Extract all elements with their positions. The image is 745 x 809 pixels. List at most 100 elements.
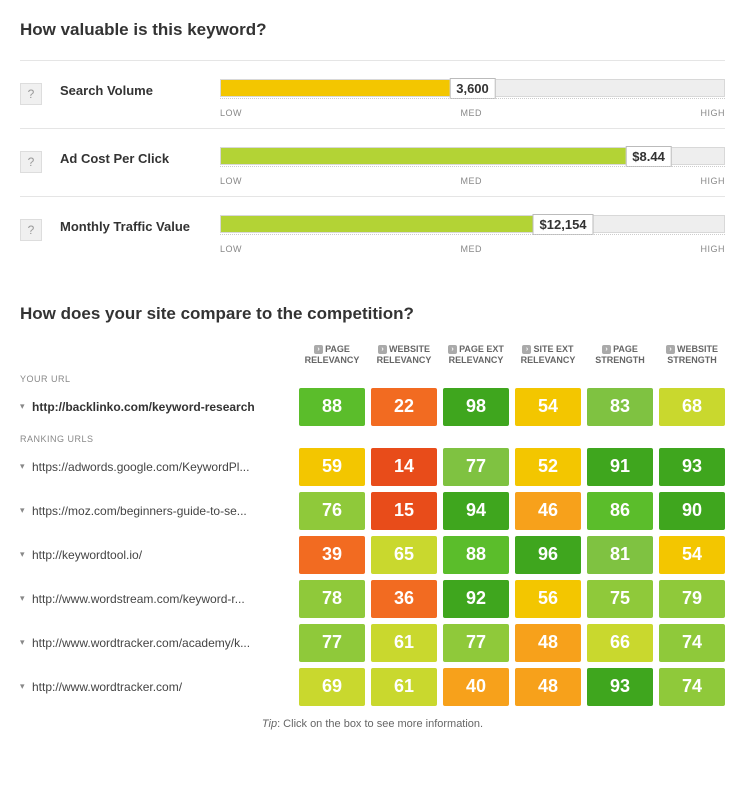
metric-bar: 3,600 — [220, 79, 725, 97]
expand-caret-icon[interactable]: ▾ — [20, 549, 32, 560]
score-box[interactable]: 75 — [587, 580, 653, 618]
metric-bar: $8.44 — [220, 147, 725, 165]
score-box[interactable]: 74 — [659, 668, 725, 706]
score-box[interactable]: 92 — [443, 580, 509, 618]
score-box[interactable]: 88 — [299, 388, 365, 426]
row-url[interactable]: http://www.wordtracker.com/ — [32, 680, 293, 694]
score-box[interactable]: 46 — [515, 492, 581, 530]
score-box[interactable]: 36 — [371, 580, 437, 618]
score-box[interactable]: 54 — [515, 388, 581, 426]
score-box[interactable]: 96 — [515, 536, 581, 574]
scale-high: HIGH — [700, 244, 725, 254]
score-box[interactable]: 69 — [299, 668, 365, 706]
comparison-row: ▾ https://adwords.google.com/KeywordPl..… — [20, 448, 725, 486]
score-box[interactable]: 68 — [659, 388, 725, 426]
score-box[interactable]: 40 — [443, 668, 509, 706]
score-box[interactable]: 77 — [299, 624, 365, 662]
expand-caret-icon[interactable]: ▾ — [20, 593, 32, 604]
expand-caret-icon[interactable]: ▾ — [20, 401, 32, 412]
comparison-row: ▾ http://www.wordstream.com/keyword-r...… — [20, 580, 725, 618]
metric-value: $8.44 — [625, 146, 672, 167]
your-url-label: YOUR URL — [20, 374, 725, 384]
column-header[interactable]: ›PAGERELEVANCY — [299, 344, 365, 366]
score-box[interactable]: 65 — [371, 536, 437, 574]
metric-label: Search Volume — [60, 79, 220, 98]
row-url[interactable]: https://moz.com/beginners-guide-to-se... — [32, 504, 293, 518]
tip-body: : Click on the box to see more informati… — [277, 718, 483, 730]
column-header[interactable]: ›WEBSITERELEVANCY — [371, 344, 437, 366]
score-box[interactable]: 83 — [587, 388, 653, 426]
metric-row: ? Search Volume 3,600 LOW MED HIGH — [20, 60, 725, 128]
comparison-header: ›PAGERELEVANCY ›WEBSITERELEVANCY ›PAGE EXT… — [20, 344, 725, 366]
scale-low: LOW — [220, 176, 242, 186]
column-header[interactable]: ›PAGESTRENGTH — [587, 344, 653, 366]
row-url[interactable]: http://www.wordstream.com/keyword-r... — [32, 592, 293, 606]
score-box[interactable]: 52 — [515, 448, 581, 486]
metric-value: 3,600 — [449, 78, 496, 99]
comparison-row: ▾ http://keywordtool.io/ 396588968154 — [20, 536, 725, 574]
help-icon[interactable]: ? — [20, 151, 42, 173]
score-box[interactable]: 91 — [587, 448, 653, 486]
row-url[interactable]: https://adwords.google.com/KeywordPl... — [32, 460, 293, 474]
expand-caret-icon[interactable]: ▾ — [20, 681, 32, 692]
score-box[interactable]: 39 — [299, 536, 365, 574]
scale-low: LOW — [220, 244, 242, 254]
column-header[interactable]: ›SITE EXTRELEVANCY — [515, 344, 581, 366]
scale-med: MED — [461, 176, 483, 186]
keyword-value-section: How valuable is this keyword? ? Search V… — [20, 20, 725, 264]
score-box[interactable]: 98 — [443, 388, 509, 426]
expand-caret-icon[interactable]: ▾ — [20, 461, 32, 472]
tip-text: Tip: Click on the box to see more inform… — [20, 718, 725, 730]
ranking-urls-label: RANKING URLS — [20, 434, 725, 444]
competition-section: How does your site compare to the compet… — [20, 304, 725, 730]
column-header[interactable]: ›WEBSITESTRENGTH — [659, 344, 725, 366]
score-box[interactable]: 59 — [299, 448, 365, 486]
score-box[interactable]: 22 — [371, 388, 437, 426]
comparison-row: ▾ http://backlinko.com/keyword-research … — [20, 388, 725, 426]
row-url[interactable]: http://backlinko.com/keyword-research — [32, 400, 293, 414]
column-header[interactable]: ›PAGE EXTRELEVANCY — [443, 344, 509, 366]
score-box[interactable]: 77 — [443, 448, 509, 486]
expand-caret-icon[interactable]: ▾ — [20, 637, 32, 648]
score-box[interactable]: 56 — [515, 580, 581, 618]
score-box[interactable]: 61 — [371, 624, 437, 662]
metric-value: $12,154 — [533, 214, 594, 235]
score-box[interactable]: 61 — [371, 668, 437, 706]
section1-title: How valuable is this keyword? — [20, 20, 725, 40]
score-box[interactable]: 88 — [443, 536, 509, 574]
score-box[interactable]: 81 — [587, 536, 653, 574]
section2-title: How does your site compare to the compet… — [20, 304, 725, 324]
scale-low: LOW — [220, 108, 242, 118]
score-box[interactable]: 48 — [515, 668, 581, 706]
score-box[interactable]: 48 — [515, 624, 581, 662]
scale-high: HIGH — [700, 108, 725, 118]
score-box[interactable]: 94 — [443, 492, 509, 530]
score-box[interactable]: 79 — [659, 580, 725, 618]
score-box[interactable]: 66 — [587, 624, 653, 662]
comparison-row: ▾ https://moz.com/beginners-guide-to-se.… — [20, 492, 725, 530]
score-box[interactable]: 93 — [587, 668, 653, 706]
metric-row: ? Ad Cost Per Click $8.44 LOW MED HIGH — [20, 128, 725, 196]
score-box[interactable]: 76 — [299, 492, 365, 530]
score-box[interactable]: 15 — [371, 492, 437, 530]
comparison-row: ▾ http://www.wordtracker.com/academy/k..… — [20, 624, 725, 662]
row-url[interactable]: http://www.wordtracker.com/academy/k... — [32, 636, 293, 650]
metric-label: Monthly Traffic Value — [60, 215, 220, 234]
score-box[interactable]: 14 — [371, 448, 437, 486]
score-box[interactable]: 78 — [299, 580, 365, 618]
scale-high: HIGH — [700, 176, 725, 186]
score-box[interactable]: 86 — [587, 492, 653, 530]
scale-med: MED — [461, 244, 483, 254]
scale-med: MED — [461, 108, 483, 118]
score-box[interactable]: 74 — [659, 624, 725, 662]
help-icon[interactable]: ? — [20, 83, 42, 105]
score-box[interactable]: 90 — [659, 492, 725, 530]
expand-caret-icon[interactable]: ▾ — [20, 505, 32, 516]
help-icon[interactable]: ? — [20, 219, 42, 241]
score-box[interactable]: 93 — [659, 448, 725, 486]
metric-bar: $12,154 — [220, 215, 725, 233]
score-box[interactable]: 77 — [443, 624, 509, 662]
metric-label: Ad Cost Per Click — [60, 147, 220, 166]
score-box[interactable]: 54 — [659, 536, 725, 574]
row-url[interactable]: http://keywordtool.io/ — [32, 548, 293, 562]
